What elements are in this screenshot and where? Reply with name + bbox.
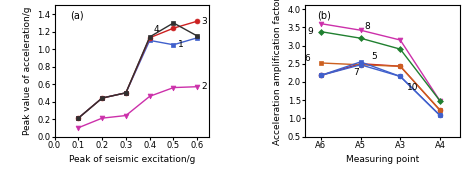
Text: 3: 3: [201, 17, 207, 26]
X-axis label: Peak of seismic excitation/g: Peak of seismic excitation/g: [69, 155, 195, 164]
Text: (a): (a): [70, 11, 83, 21]
Y-axis label: Peak value of acceleration/g: Peak value of acceleration/g: [23, 7, 32, 135]
Text: 8: 8: [365, 21, 371, 31]
Text: 7: 7: [354, 68, 359, 78]
Text: 5: 5: [372, 52, 377, 61]
Text: 9: 9: [307, 27, 313, 36]
Text: 10: 10: [407, 83, 419, 92]
Text: 6: 6: [304, 54, 310, 63]
Text: 2: 2: [201, 82, 207, 91]
Text: 1: 1: [178, 40, 183, 49]
Y-axis label: Acceleration amplification factor: Acceleration amplification factor: [273, 0, 282, 145]
X-axis label: Measuring point: Measuring point: [346, 155, 419, 164]
Text: (b): (b): [318, 11, 331, 21]
Text: 4: 4: [154, 25, 159, 34]
